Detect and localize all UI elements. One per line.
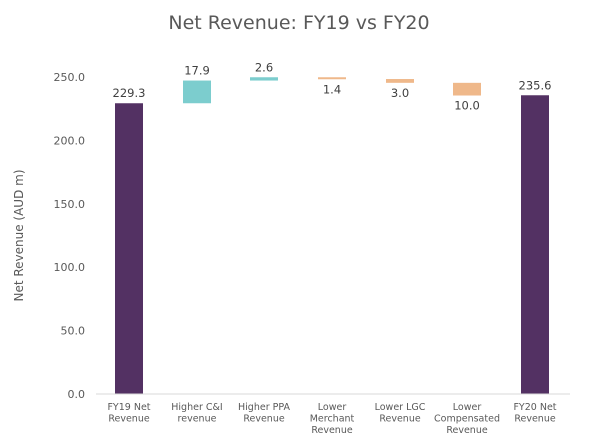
data-label: 10.0 <box>454 99 480 113</box>
bar-total <box>521 95 549 394</box>
x-tick-line: Lower LGC <box>375 402 426 413</box>
bar-increase <box>250 77 278 81</box>
y-tick-label: 0.0 <box>68 388 86 401</box>
y-tick-label: 150.0 <box>54 198 86 211</box>
x-tick-line: FY20 Net <box>513 402 556 413</box>
data-label: 229.3 <box>113 86 146 100</box>
x-tick-line: Revenue <box>514 414 556 425</box>
x-tick-line: Revenue <box>108 414 150 425</box>
chart-title: Net Revenue: FY19 vs FY20 <box>168 12 430 34</box>
y-axis-ticks: 0.0 50.0 100.0 150.0 200.0 250.0 <box>54 71 86 401</box>
y-axis-label: Net Revenue (AUD m) <box>12 169 26 301</box>
bar-decrease <box>453 82 481 96</box>
x-tick-label: Lower Merchant Revenue <box>310 402 355 436</box>
x-tick-line: Merchant <box>310 414 355 425</box>
data-labels: 229.3 17.9 2.6 1.4 3.0 10.0 235.6 <box>113 60 552 112</box>
x-tick-line: Revenue <box>311 425 353 436</box>
x-tick-label: Higher PPA Revenue <box>238 402 290 425</box>
y-axis-label-group: Net Revenue (AUD m) <box>12 169 26 301</box>
x-tick-line: Compensated <box>434 414 500 425</box>
x-tick-label: FY20 Net Revenue <box>513 402 556 425</box>
x-tick-line: Higher PPA <box>238 402 290 413</box>
bar-decrease <box>318 77 346 80</box>
data-label: 1.4 <box>323 82 341 96</box>
x-tick-line: revenue <box>178 414 217 425</box>
x-tick-line: FY19 Net <box>107 402 150 413</box>
x-tick-line: Lower <box>453 402 482 413</box>
y-tick-label: 200.0 <box>54 134 86 147</box>
bar-increase <box>183 80 211 104</box>
bars <box>115 77 549 395</box>
data-label: 17.9 <box>184 64 210 78</box>
x-tick-line: Revenue <box>243 414 285 425</box>
bar-total <box>115 103 143 395</box>
x-tick-line: Revenue <box>379 414 421 425</box>
bar-decrease <box>386 79 414 83</box>
y-tick-label: 250.0 <box>54 71 86 84</box>
x-tick-line: Higher C&I <box>171 402 222 413</box>
x-tick-label: Lower Compensated Revenue <box>434 402 500 436</box>
y-tick-label: 100.0 <box>54 261 86 274</box>
y-tick-label: 50.0 <box>61 325 86 338</box>
x-tick-label: Higher C&I revenue <box>171 402 222 425</box>
x-tick-label: Lower LGC Revenue <box>375 402 426 425</box>
data-label: 2.6 <box>255 60 273 74</box>
x-tick-line: Lower <box>318 402 347 413</box>
data-label: 3.0 <box>391 86 409 100</box>
x-tick-label: FY19 Net Revenue <box>107 402 150 425</box>
x-tick-line: Revenue <box>446 425 488 436</box>
data-label: 235.6 <box>519 78 552 92</box>
